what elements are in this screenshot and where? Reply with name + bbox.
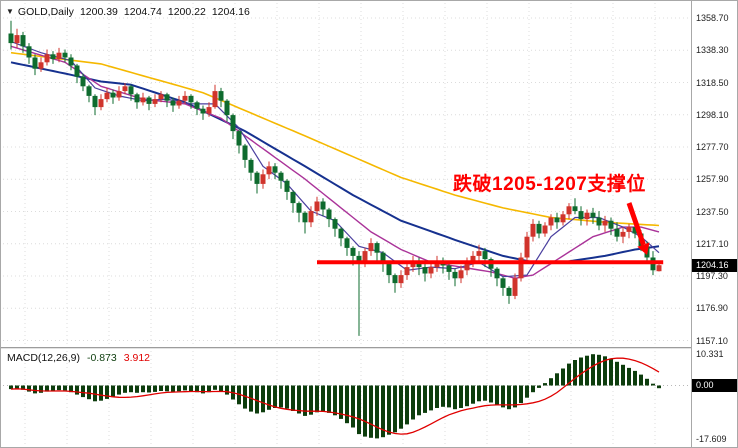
macd-main-value: -0.873 bbox=[86, 352, 117, 364]
macd-zero-tag: 0.00 bbox=[692, 379, 737, 392]
macd-canvas[interactable] bbox=[1, 349, 693, 448]
support-break-annotation: 跌破1205-1207支撑位 bbox=[453, 174, 646, 195]
price-axis-label: 1176.90 bbox=[696, 303, 728, 314]
price-axis-label: 1257.90 bbox=[696, 174, 729, 185]
symbol-period-label: GOLD,Daily bbox=[17, 6, 74, 18]
price-axis-label: 1298.10 bbox=[696, 109, 729, 120]
price-axis-label: 1217.10 bbox=[696, 238, 729, 249]
high-value: 1204.74 bbox=[123, 6, 162, 18]
close-value: 1204.16 bbox=[211, 6, 250, 18]
price-axis-label: 1277.70 bbox=[696, 142, 729, 152]
price-axis-label: 1358.70 bbox=[696, 13, 729, 23]
ma-slow-gold bbox=[10, 51, 660, 227]
chart-info-line: ▼ GOLD,Daily 1200.39 1204.74 1200.22 1204.16 bbox=[6, 6, 256, 18]
panel-separator[interactable] bbox=[1, 347, 737, 349]
macd-axis-max-label: 10.331 bbox=[696, 349, 724, 359]
macd-name: MACD(12,26,9) bbox=[7, 352, 80, 364]
ma-fast-violet bbox=[10, 40, 660, 278]
macd-indicator-label: MACD(12,26,9) -0.873 3.912 bbox=[7, 352, 150, 364]
macd-signal-line bbox=[10, 357, 660, 435]
down-arrow bbox=[626, 202, 650, 255]
price-axis-label: 1318.50 bbox=[696, 77, 729, 88]
current-price-tag: 1204.16 bbox=[692, 259, 737, 272]
price-axis-label: 1338.30 bbox=[696, 45, 729, 56]
price-axis-label: 1197.30 bbox=[696, 271, 728, 281]
macd-axis-min-label: -17.609 bbox=[696, 434, 727, 444]
low-value: 1200.22 bbox=[167, 6, 206, 18]
collapse-triangle-icon[interactable]: ▼ bbox=[6, 7, 14, 16]
price-axis[interactable]: 1204.16 10.331 0.00 -17.609 1358.70 1338.… bbox=[691, 1, 737, 447]
price-axis-label: 1157.10 bbox=[696, 335, 728, 346]
price-axis-label: 1237.50 bbox=[696, 206, 729, 217]
macd-signal-value: 3.912 bbox=[123, 352, 151, 364]
open-value: 1200.39 bbox=[79, 6, 118, 18]
price-chart-canvas[interactable] bbox=[1, 1, 693, 348]
macd-histogram bbox=[9, 354, 661, 439]
